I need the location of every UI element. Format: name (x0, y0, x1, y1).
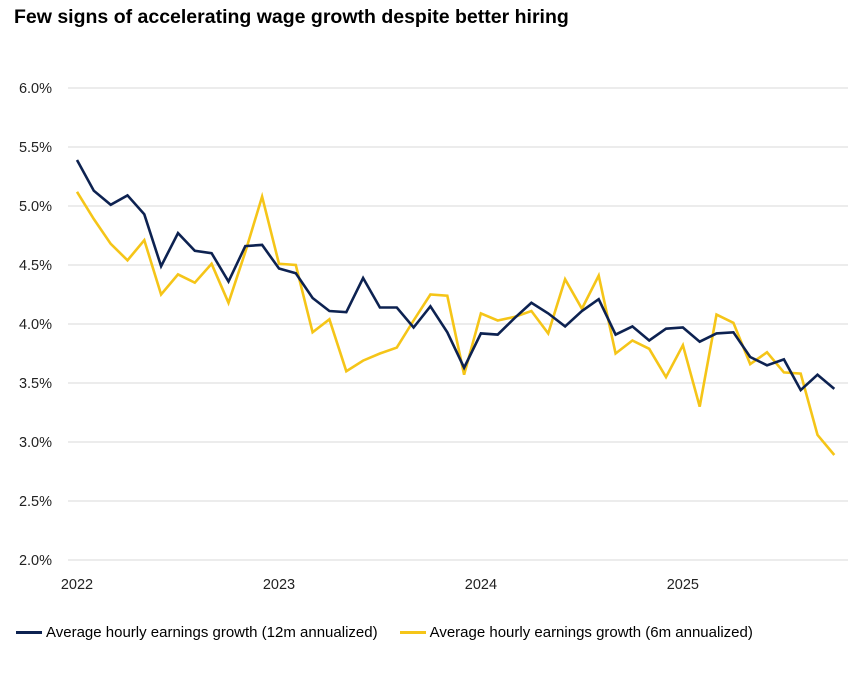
y-tick-label: 4.0% (19, 317, 52, 333)
series-line-6m (75, 191, 836, 456)
y-tick-label: 4.5% (19, 258, 52, 274)
series-line-12m (75, 159, 836, 393)
grid-lines (68, 87, 848, 561)
legend-item-6m: Average hourly earnings growth (6m annua… (399, 624, 753, 641)
legend-label-6m: Average hourly earnings growth (6m annua… (429, 624, 753, 641)
y-tick-label: 5.0% (19, 199, 52, 215)
y-axis-tick-labels: 2.0% 2.5% 3.0% 3.5% 4.0% 4.5% 5.0% 5.5% 6.0% (19, 81, 52, 569)
series-lines (75, 159, 836, 456)
legend-label-12m: Average hourly earnings growth (12m annu… (46, 624, 378, 641)
legend-swatch-6m (399, 631, 426, 634)
chart-title: Few signs of accelerating wage growth de… (14, 6, 569, 28)
y-tick-label: 3.5% (19, 376, 52, 392)
y-tick-label: 6.0% (19, 81, 52, 97)
x-tick-label: 2025 (667, 577, 699, 593)
y-tick-label: 2.5% (19, 494, 52, 510)
legend-item-12m: Average hourly earnings growth (12m annu… (16, 624, 378, 641)
y-tick-label: 5.5% (19, 140, 52, 156)
x-tick-label: 2023 (263, 577, 295, 593)
x-axis-tick-labels: 2022 2023 2024 2025 (61, 577, 699, 593)
x-tick-label: 2022 (61, 577, 93, 593)
legend: Average hourly earnings growth (12m annu… (16, 624, 775, 641)
x-tick-label: 2024 (465, 577, 497, 593)
legend-swatch-12m (16, 631, 42, 634)
y-tick-label: 3.0% (19, 435, 52, 451)
y-tick-label: 2.0% (19, 553, 52, 569)
